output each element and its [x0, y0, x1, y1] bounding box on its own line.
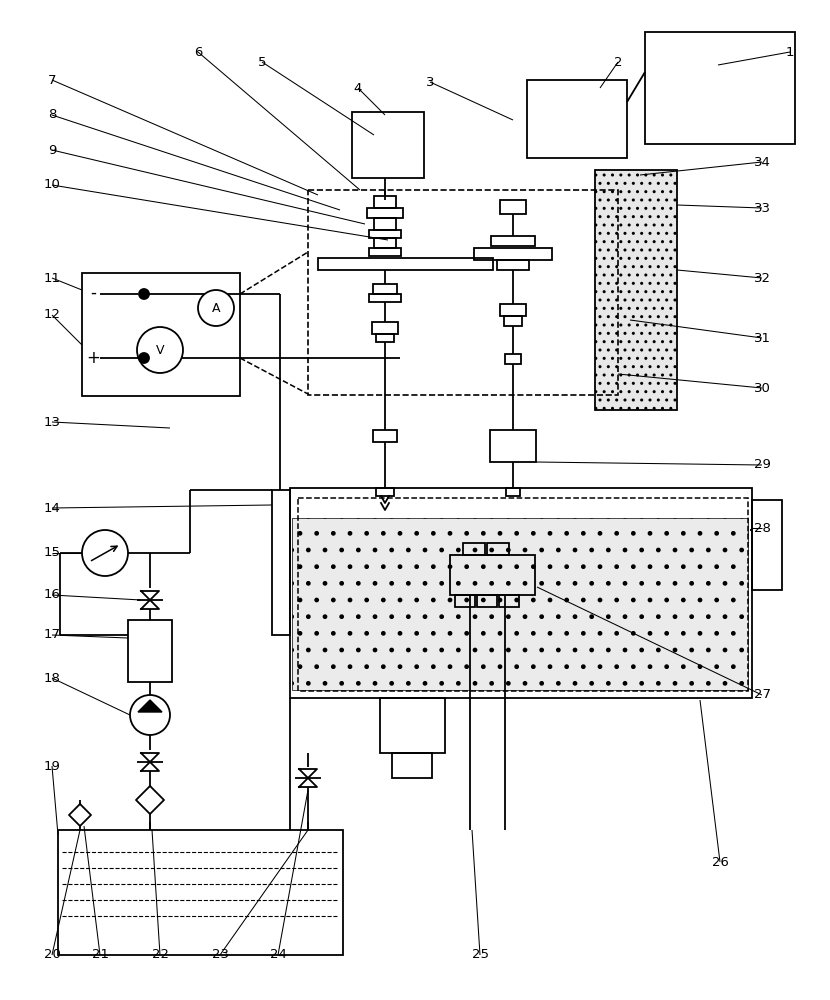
Bar [369, 248, 401, 256]
Text: 4: 4 [354, 82, 362, 95]
Text: 14: 14 [43, 502, 61, 514]
Text: 7: 7 [48, 74, 56, 87]
Text: 24: 24 [270, 948, 286, 962]
Bar [505, 354, 521, 364]
Circle shape [139, 289, 149, 299]
Bar [352, 112, 424, 178]
Text: 1: 1 [786, 45, 794, 58]
Text: 34: 34 [754, 155, 770, 168]
Text: 16: 16 [43, 588, 61, 601]
Bar [500, 304, 526, 316]
Circle shape [137, 327, 183, 373]
Text: 31: 31 [754, 332, 770, 344]
Text: 12: 12 [43, 308, 61, 322]
Bar [455, 595, 475, 607]
Bar [272, 490, 290, 635]
Bar [373, 430, 397, 442]
Bar [373, 284, 397, 294]
Polygon shape [138, 700, 162, 712]
Bar [392, 753, 432, 778]
Bar [463, 543, 485, 555]
Bar [527, 80, 627, 158]
Text: 28: 28 [754, 522, 770, 534]
Bar [752, 500, 782, 590]
Text: 25: 25 [471, 948, 489, 962]
Bar [500, 200, 526, 214]
Text: 3: 3 [426, 76, 434, 89]
Text: 30: 30 [754, 381, 770, 394]
Bar [376, 334, 394, 342]
Bar [491, 236, 535, 246]
Bar [308, 190, 618, 395]
Bar [477, 595, 497, 607]
Circle shape [198, 290, 234, 326]
Bar [367, 208, 403, 218]
Bar [318, 258, 493, 270]
Text: 18: 18 [43, 672, 61, 684]
Text: 6: 6 [194, 45, 203, 58]
Bar [450, 555, 535, 595]
Text: 15: 15 [43, 546, 61, 560]
Bar [645, 32, 795, 144]
Text: 21: 21 [91, 948, 109, 962]
Bar [595, 170, 677, 410]
Bar [374, 238, 396, 248]
Text: 26: 26 [711, 856, 729, 868]
Bar [374, 196, 396, 208]
Bar [298, 498, 748, 691]
Bar [369, 230, 401, 238]
Text: 19: 19 [43, 760, 61, 772]
Text: 20: 20 [43, 948, 61, 962]
Bar [128, 620, 172, 682]
Text: +: + [86, 349, 100, 367]
Text: 13: 13 [43, 416, 61, 428]
Bar [58, 830, 343, 955]
Bar [292, 518, 748, 690]
Bar [82, 273, 240, 396]
Bar [487, 543, 509, 555]
Bar [499, 595, 519, 607]
Bar [504, 316, 522, 326]
Circle shape [130, 695, 170, 735]
Bar [497, 260, 529, 270]
Text: 22: 22 [152, 948, 168, 962]
Circle shape [139, 353, 149, 363]
Bar [380, 698, 445, 753]
Bar [374, 218, 396, 230]
Text: -: - [90, 284, 96, 302]
Text: 23: 23 [212, 948, 228, 962]
Bar [369, 294, 401, 302]
Bar [376, 488, 394, 496]
Bar [490, 430, 536, 462]
Text: 29: 29 [754, 458, 770, 472]
Text: A: A [212, 302, 220, 316]
Circle shape [82, 530, 128, 576]
Text: 32: 32 [754, 271, 770, 284]
Bar [372, 322, 398, 334]
Text: 17: 17 [43, 629, 61, 642]
Text: 2: 2 [613, 55, 622, 68]
Text: 5: 5 [258, 55, 266, 68]
Text: 33: 33 [754, 202, 770, 215]
Text: 10: 10 [43, 178, 61, 192]
Text: 9: 9 [48, 143, 56, 156]
Text: 8: 8 [48, 108, 56, 121]
Bar [506, 488, 520, 496]
Bar [474, 248, 552, 260]
Bar [290, 488, 752, 698]
Text: 11: 11 [43, 271, 61, 284]
Text: V: V [156, 344, 164, 358]
Text: 27: 27 [754, 688, 770, 702]
